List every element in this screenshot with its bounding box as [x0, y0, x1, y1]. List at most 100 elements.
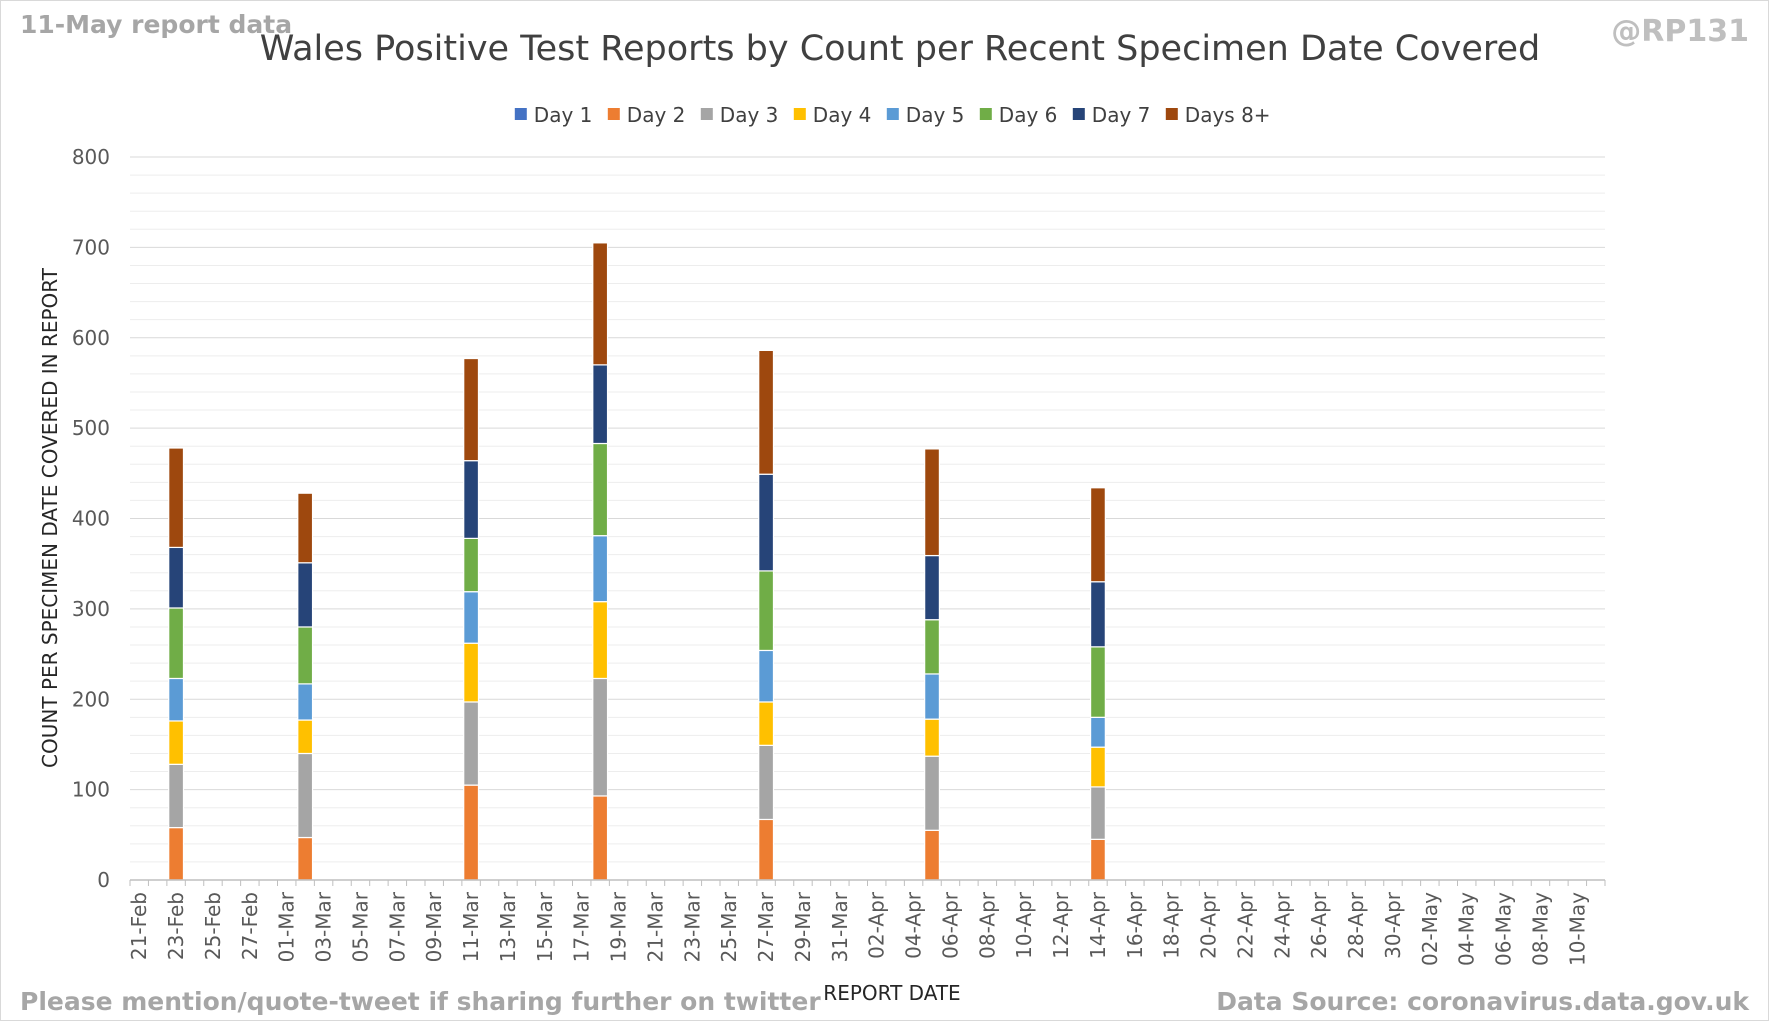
x-tick-label: 21-Feb	[127, 892, 151, 960]
bar-segment	[1089, 581, 1106, 648]
bar-segment	[297, 683, 314, 721]
bars	[168, 242, 1106, 881]
legend-swatch	[514, 108, 527, 120]
x-tick-label: 06-Apr	[938, 891, 962, 959]
legend-item: Day 3	[700, 103, 779, 127]
legend-label: Day 4	[813, 103, 872, 127]
legend-label: Day 1	[534, 103, 593, 127]
share-note: Please mention/quote-tweet if sharing fu…	[20, 987, 821, 1016]
bar-segment	[168, 720, 185, 765]
bar-segment	[1089, 646, 1106, 718]
x-tick-label: 05-Mar	[348, 891, 372, 962]
x-tick-label: 10-Apr	[1012, 891, 1036, 959]
report-date-note: 11-May report data	[20, 10, 293, 39]
bar-segment	[463, 357, 480, 462]
x-tick-label: 28-Apr	[1344, 891, 1368, 959]
legend-swatch	[1072, 108, 1085, 120]
bar-segment	[1089, 838, 1106, 881]
legend-item: Day 6	[979, 103, 1057, 127]
legend-swatch	[700, 108, 713, 120]
x-tick-label: 07-Mar	[385, 891, 409, 962]
x-tick-label: 10-May	[1565, 892, 1589, 966]
bar-segment	[924, 755, 941, 831]
x-tick-label: 30-Apr	[1381, 891, 1405, 959]
legend-swatch	[886, 108, 899, 120]
bar-segment	[1089, 487, 1106, 583]
x-tick-label: 15-Mar	[533, 891, 557, 962]
legend-label: Days 8+	[1185, 103, 1271, 127]
y-tick-label: 100	[72, 778, 110, 802]
legend-label: Day 7	[1092, 103, 1151, 127]
x-tick-label: 04-Apr	[902, 891, 926, 959]
y-tick-label: 0	[97, 868, 110, 892]
bar-segment	[168, 677, 185, 722]
bar-segment	[924, 448, 941, 557]
legend-label: Day 3	[720, 103, 779, 127]
x-tick-label: 08-May	[1528, 892, 1552, 966]
bar-segment	[168, 447, 185, 549]
x-tick-label: 27-Feb	[238, 892, 262, 960]
legend-label: Day 2	[627, 103, 686, 127]
x-tick-label: 22-Apr	[1233, 891, 1257, 959]
y-tick-label: 800	[72, 145, 110, 169]
x-tick-label: 23-Feb	[164, 892, 188, 960]
bar-segment	[297, 719, 314, 755]
bar-segment	[758, 701, 775, 746]
y-axis-label: COUNT PER SPECIMEN DATE COVERED IN REPOR…	[38, 267, 62, 768]
legend-item: Day 2	[607, 103, 686, 127]
bar-segment	[168, 763, 185, 829]
y-tick-label: 700	[72, 235, 110, 259]
bar-segment	[924, 619, 941, 675]
legend-item: Days 8+	[1165, 103, 1271, 127]
x-tick-label: 21-Mar	[643, 891, 667, 962]
bar-segment	[463, 591, 480, 644]
bar-segment	[297, 752, 314, 839]
x-tick-label: 03-Mar	[312, 891, 336, 962]
legend-item: Day 5	[886, 103, 965, 127]
x-tick-label: 25-Feb	[201, 892, 225, 960]
grid-lines	[130, 156, 1605, 863]
bar-segment	[463, 537, 480, 593]
bar-segment	[592, 601, 609, 680]
bar-segment	[463, 701, 480, 786]
y-tick-label: 300	[72, 597, 110, 621]
bar-segment	[297, 492, 314, 564]
legend: Day 1 Day 2 Day 3 Day 4 Day 5 Day 6 Day 7 Days …	[514, 103, 1271, 127]
bar-segment	[592, 364, 609, 445]
bar-segment	[1089, 716, 1106, 748]
author-handle: @RP131	[1611, 14, 1749, 49]
bar-segment	[924, 673, 941, 720]
x-tick-label: 29-Mar	[791, 891, 815, 962]
x-tick-label: 27-Mar	[754, 891, 778, 962]
x-axis	[129, 879, 1606, 886]
x-tick-label: 12-Apr	[1049, 891, 1073, 959]
legend-label: Day 5	[906, 103, 965, 127]
bar-segment	[758, 818, 775, 881]
bar-segment	[168, 607, 185, 680]
bar-segment	[758, 744, 775, 821]
bar-segment	[592, 442, 609, 537]
x-tick-label: 16-Apr	[1123, 891, 1147, 959]
bar-segment	[168, 826, 185, 881]
bar-segment	[924, 554, 941, 621]
x-tick-label: 31-Mar	[828, 891, 852, 962]
x-tick-label: 17-Mar	[570, 891, 594, 962]
bar-segment	[592, 795, 609, 881]
chart-title: Wales Positive Test Reports by Count per…	[260, 29, 1541, 69]
bar-segment	[168, 546, 185, 609]
y-tick-label: 400	[72, 507, 110, 531]
bar-segment	[924, 718, 941, 757]
x-tick-label: 25-Mar	[717, 891, 741, 962]
bar-segment	[758, 570, 775, 652]
x-tick-label: 24-Apr	[1270, 891, 1294, 959]
bar-segment	[924, 829, 941, 881]
bar-segment	[758, 473, 775, 572]
x-tick-label: 26-Apr	[1307, 891, 1331, 959]
y-axis-ticks: 0 100 200 300 400 500 600 700 800	[72, 145, 110, 892]
bar-segment	[463, 784, 480, 881]
x-tick-label: 06-May	[1492, 892, 1516, 966]
bar-segment	[463, 642, 480, 703]
legend-item: Day 7	[1072, 103, 1151, 127]
x-tick-label: 23-Mar	[680, 891, 704, 962]
